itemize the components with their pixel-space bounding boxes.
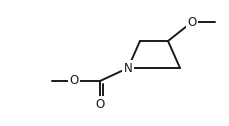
Text: O: O — [95, 98, 104, 111]
Text: O: O — [187, 15, 196, 28]
Text: O: O — [69, 74, 78, 87]
Text: N: N — [123, 61, 132, 74]
